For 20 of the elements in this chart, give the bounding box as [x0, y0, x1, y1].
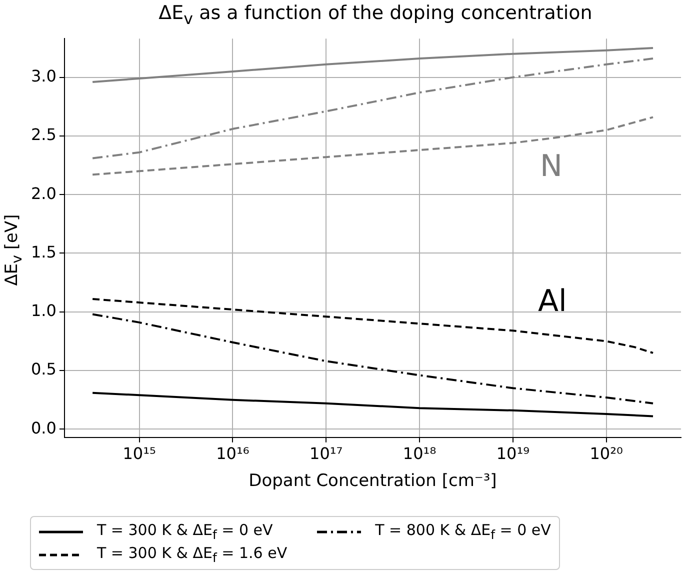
y-tick-label: 1.5	[30, 242, 56, 262]
y-tick-label: 0.0	[30, 418, 56, 438]
y-tick-label: 0.5	[30, 360, 56, 379]
x-tick-label: 10¹⁷	[310, 444, 343, 464]
legend-label: T = 300 K & ΔE$_{f}$ = 1.6 eV	[97, 544, 288, 565]
x-tick-label: 10²⁰	[590, 444, 623, 464]
legend-label: T = 800 K & ΔE$_{f}$ = 0 eV	[375, 521, 551, 542]
annotation: Al	[538, 284, 567, 319]
legend-label: T = 300 K & ΔE$_{f}$ = 0 eV	[97, 521, 273, 542]
x-tick-label: 10¹⁵	[122, 444, 156, 464]
annotation: N	[540, 149, 562, 184]
x-tick-label: 10¹⁶	[216, 444, 250, 464]
y-tick-label: 2.0	[30, 184, 56, 203]
x-tick-label: 10¹⁹	[496, 444, 530, 464]
chart-title: ΔE$_{v}$ as a function of the doping concentration	[158, 2, 594, 28]
y-tick-label: 2.5	[30, 125, 56, 144]
y-tick-label: 3.0	[30, 66, 56, 86]
x-axis-title: Dopant Concentration [cm⁻³]	[248, 471, 497, 492]
x-tick-label: 10¹⁸	[402, 444, 436, 464]
y-tick-label: 1.0	[30, 301, 56, 320]
